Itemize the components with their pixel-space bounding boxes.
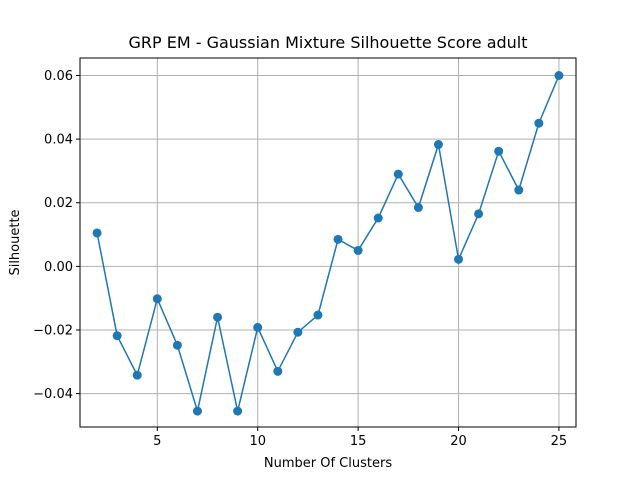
y-tick-label: 0.06 bbox=[44, 69, 73, 84]
data-point bbox=[313, 310, 323, 320]
data-point bbox=[273, 366, 283, 376]
data-point bbox=[92, 228, 102, 238]
data-point bbox=[112, 331, 122, 341]
data-point bbox=[213, 312, 223, 322]
tick-layer: 5 10 15 20 25 −0.04 −0.02 0.00 0.02 0.04 0.06 bbox=[33, 69, 567, 449]
y-tick-label: 0.02 bbox=[44, 196, 73, 211]
x-tick-label: 25 bbox=[551, 434, 568, 449]
data-point bbox=[373, 213, 383, 223]
data-point bbox=[172, 340, 182, 350]
data-point bbox=[253, 322, 263, 332]
x-axis-label: Number Of Clusters bbox=[264, 456, 392, 471]
x-tick-label: 20 bbox=[450, 434, 467, 449]
data-point bbox=[132, 370, 142, 380]
data-point bbox=[353, 245, 363, 255]
data-point bbox=[152, 294, 162, 304]
data-point bbox=[413, 203, 423, 213]
y-tick-label: 0.04 bbox=[44, 133, 73, 148]
x-tick-label: 5 bbox=[153, 434, 161, 449]
data-point bbox=[454, 254, 464, 264]
y-tick-label: −0.04 bbox=[33, 387, 73, 402]
y-tick-label: −0.02 bbox=[33, 323, 73, 338]
data-point bbox=[534, 118, 544, 128]
data-point bbox=[233, 406, 243, 416]
data-point bbox=[494, 146, 504, 156]
y-axis-label: Silhouette bbox=[8, 209, 23, 275]
plot-frame bbox=[79, 57, 577, 428]
data-point bbox=[293, 327, 303, 337]
series-line bbox=[96, 75, 560, 415]
x-tick-label: 10 bbox=[249, 434, 266, 449]
data-point bbox=[554, 70, 564, 80]
y-tick-label: 0.00 bbox=[44, 260, 73, 275]
data-point bbox=[393, 169, 403, 179]
data-point bbox=[333, 234, 343, 244]
data-point bbox=[192, 406, 202, 416]
grid-layer bbox=[80, 58, 576, 427]
series-layer bbox=[92, 70, 564, 416]
data-point bbox=[433, 140, 443, 150]
data-point bbox=[474, 209, 484, 219]
data-point bbox=[514, 185, 524, 195]
chart-title: GRP EM - Gaussian Mixture Silhouette Sco… bbox=[128, 33, 527, 52]
x-tick-label: 15 bbox=[350, 434, 367, 449]
